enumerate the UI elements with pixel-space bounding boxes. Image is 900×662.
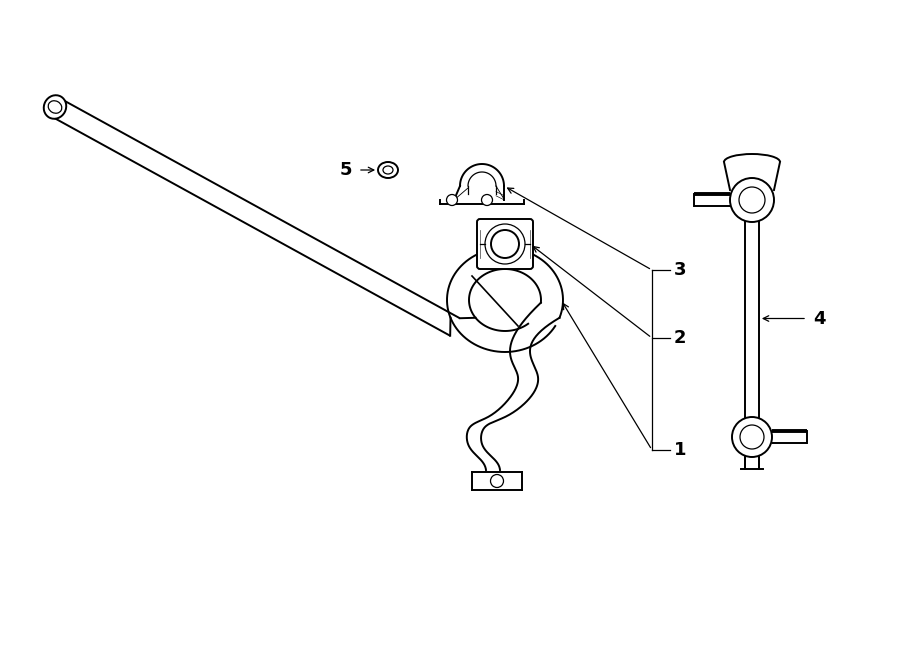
Text: 1: 1 [674,441,687,459]
Circle shape [732,417,772,457]
Circle shape [740,425,764,449]
Ellipse shape [383,166,393,174]
Text: 2: 2 [674,329,687,347]
Circle shape [491,475,503,487]
Circle shape [482,195,492,205]
Circle shape [730,178,774,222]
Text: 5: 5 [339,161,352,179]
Ellipse shape [378,162,398,178]
FancyBboxPatch shape [477,219,533,269]
Circle shape [446,195,457,205]
Circle shape [491,230,519,258]
Text: 3: 3 [674,261,687,279]
Circle shape [739,187,765,213]
Ellipse shape [44,95,67,118]
Text: 4: 4 [813,310,825,328]
